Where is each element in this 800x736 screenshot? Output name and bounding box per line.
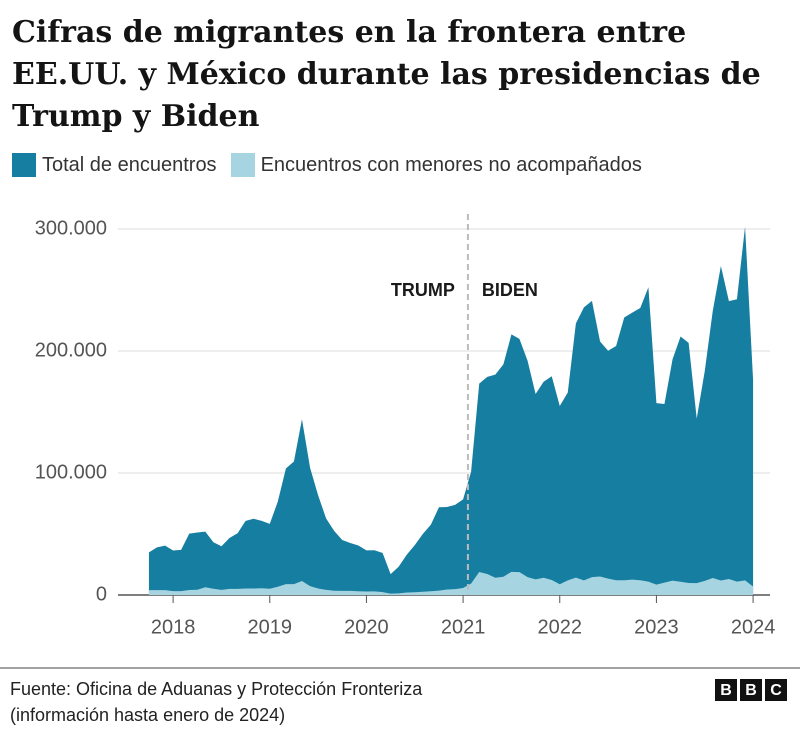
annotation: TRUMP [391,280,455,300]
logo-letter: B [745,682,757,699]
logo-box [765,679,787,701]
legend-label: Encuentros con menores no acompañados [260,153,642,176]
y-tick-label: 100.000 [35,461,107,483]
y-tick-label: 300.000 [35,217,107,239]
x-tick-label: 2020 [344,616,389,638]
x-tick-label: 2019 [248,616,293,638]
logo-letter: C [770,682,782,699]
area [148,226,754,595]
chart-title: Cifras de migrantes en la frontera entre… [12,15,761,134]
y-tick-label: 0 [96,583,107,605]
logo-box [740,679,762,701]
source-text: (información hasta enero de 2024) [10,705,285,725]
legend-swatch [12,153,36,177]
legend-item: Total de encuentros [12,153,217,177]
annotation: BIDEN [482,280,538,300]
x-tick-label: 2023 [634,616,679,638]
legend-item: Encuentros con menores no acompañados [230,153,642,177]
x-tick-label: 2021 [441,616,486,638]
source-text: Fuente: Oficina de Aduanas y Protección … [10,679,423,699]
area [148,571,754,595]
x-tick-label: 2018 [151,616,196,638]
logo-box [715,679,737,701]
legend-swatch [230,153,255,177]
x-tick-label: 2022 [538,616,583,638]
logo-letter: B [720,682,732,699]
legend-label: Total de encuentros [42,153,217,176]
y-tick-label: 200.000 [35,339,107,361]
legend: Total de encuentros Encuentros con menore… [12,153,656,177]
x-tick-label: 2024 [731,616,776,638]
